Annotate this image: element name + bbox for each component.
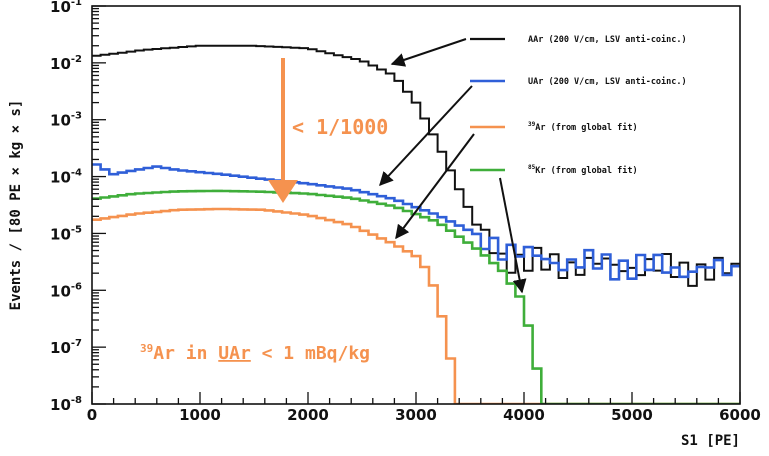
pointer-arrow-ar39 bbox=[395, 133, 475, 240]
y-axis-title: Events / [80 PE × kg × s] bbox=[8, 100, 24, 311]
y-tick-label: 10-4 bbox=[50, 168, 82, 187]
legend-text-kr85: Kr (from global fit) bbox=[535, 165, 637, 176]
y-tick-exponent: -5 bbox=[71, 224, 82, 235]
x-tick-label: 6000 bbox=[719, 406, 761, 424]
x-axis-title: S1 [PE] bbox=[681, 433, 740, 449]
legend-entry-kr85: 85Kr (from global fit) bbox=[470, 164, 638, 176]
y-tick-base: 10 bbox=[50, 55, 71, 73]
legend-label-kr85: 85Kr (from global fit) bbox=[528, 164, 638, 176]
y-tick-exponent: -3 bbox=[71, 111, 82, 122]
x-tick-label: 2000 bbox=[287, 406, 329, 424]
y-tick-label: 10-5 bbox=[50, 224, 82, 243]
y-tick-label: 10-3 bbox=[50, 111, 82, 130]
legend-entry-aar: AAr (200 V/cm, LSV anti-coinc.) bbox=[470, 34, 687, 45]
legend-label-uar: UAr (200 V/cm, LSV anti-coinc.) bbox=[528, 76, 687, 87]
pointer-arrow-uar bbox=[379, 85, 473, 187]
y-tick-base: 10 bbox=[50, 225, 71, 243]
reduction-arrow bbox=[268, 58, 298, 203]
series-layer bbox=[92, 44, 740, 404]
uar-limit-text: Ar in bbox=[153, 343, 218, 364]
y-tick-label: 10-7 bbox=[50, 338, 82, 357]
y-tick-label: 10-1 bbox=[50, 0, 82, 16]
x-tick-label: 3000 bbox=[395, 406, 437, 424]
y-tick-label: 10-6 bbox=[50, 281, 82, 300]
legend-sup-ar39: 39 bbox=[528, 121, 536, 128]
x-tick-label: 0 bbox=[87, 406, 97, 424]
legend-text-ar39: Ar (from global fit) bbox=[535, 122, 637, 133]
uar-limit-sup: 39 bbox=[140, 342, 153, 355]
pointer-arrow-kr85 bbox=[499, 177, 527, 294]
series-line-2 bbox=[92, 163, 740, 281]
y-tick-label: 10-8 bbox=[50, 395, 82, 414]
legend-label-aar: AAr (200 V/cm, LSV anti-coinc.) bbox=[528, 34, 687, 45]
uar-limit-rest: < 1 mBq/kg bbox=[251, 343, 370, 364]
uar-limit-underlined: UAr bbox=[218, 343, 251, 364]
series-line-3 bbox=[92, 207, 740, 404]
reduction-annotation: < 1/1000 bbox=[292, 115, 388, 139]
legend-label-ar39: 39Ar (from global fit) bbox=[528, 121, 638, 133]
reduction-arrow-head bbox=[268, 180, 298, 203]
legend-entry-ar39: 39Ar (from global fit) bbox=[470, 121, 638, 133]
y-tick-label: 10-2 bbox=[50, 54, 82, 73]
y-tick-exponent: -8 bbox=[71, 395, 82, 406]
x-tick-label: 1000 bbox=[179, 406, 221, 424]
legend-sup-kr85: 85 bbox=[528, 164, 536, 171]
y-tick-base: 10 bbox=[50, 339, 71, 357]
y-tick-exponent: -7 bbox=[71, 338, 82, 349]
y-tick-base: 10 bbox=[50, 112, 71, 130]
y-tick-exponent: -1 bbox=[71, 0, 82, 8]
y-tick-base: 10 bbox=[50, 396, 71, 414]
y-tick-exponent: -2 bbox=[71, 54, 82, 65]
y-tick-base: 10 bbox=[50, 0, 71, 16]
x-tick-label: 5000 bbox=[611, 406, 653, 424]
y-tick-exponent: -4 bbox=[71, 168, 82, 179]
x-tick-label: 4000 bbox=[503, 406, 545, 424]
y-tick-base: 10 bbox=[50, 169, 71, 187]
legend-pointer-arrows bbox=[379, 38, 527, 294]
y-tick-exponent: -6 bbox=[71, 281, 82, 292]
y-tick-base: 10 bbox=[50, 282, 71, 300]
uar-limit-annotation: 39Ar in UAr < 1 mBq/kg bbox=[140, 342, 370, 364]
series-line-4 bbox=[92, 189, 740, 404]
pointer-arrow-aar bbox=[390, 38, 467, 67]
legend-entry-uar: UAr (200 V/cm, LSV anti-coinc.) bbox=[470, 76, 687, 87]
legend: AAr (200 V/cm, LSV anti-coinc.) UAr (200… bbox=[470, 34, 687, 176]
ticks-layer: 0 1000 2000 3000 4000 5000 600010-810-710-610-… bbox=[50, 0, 761, 424]
